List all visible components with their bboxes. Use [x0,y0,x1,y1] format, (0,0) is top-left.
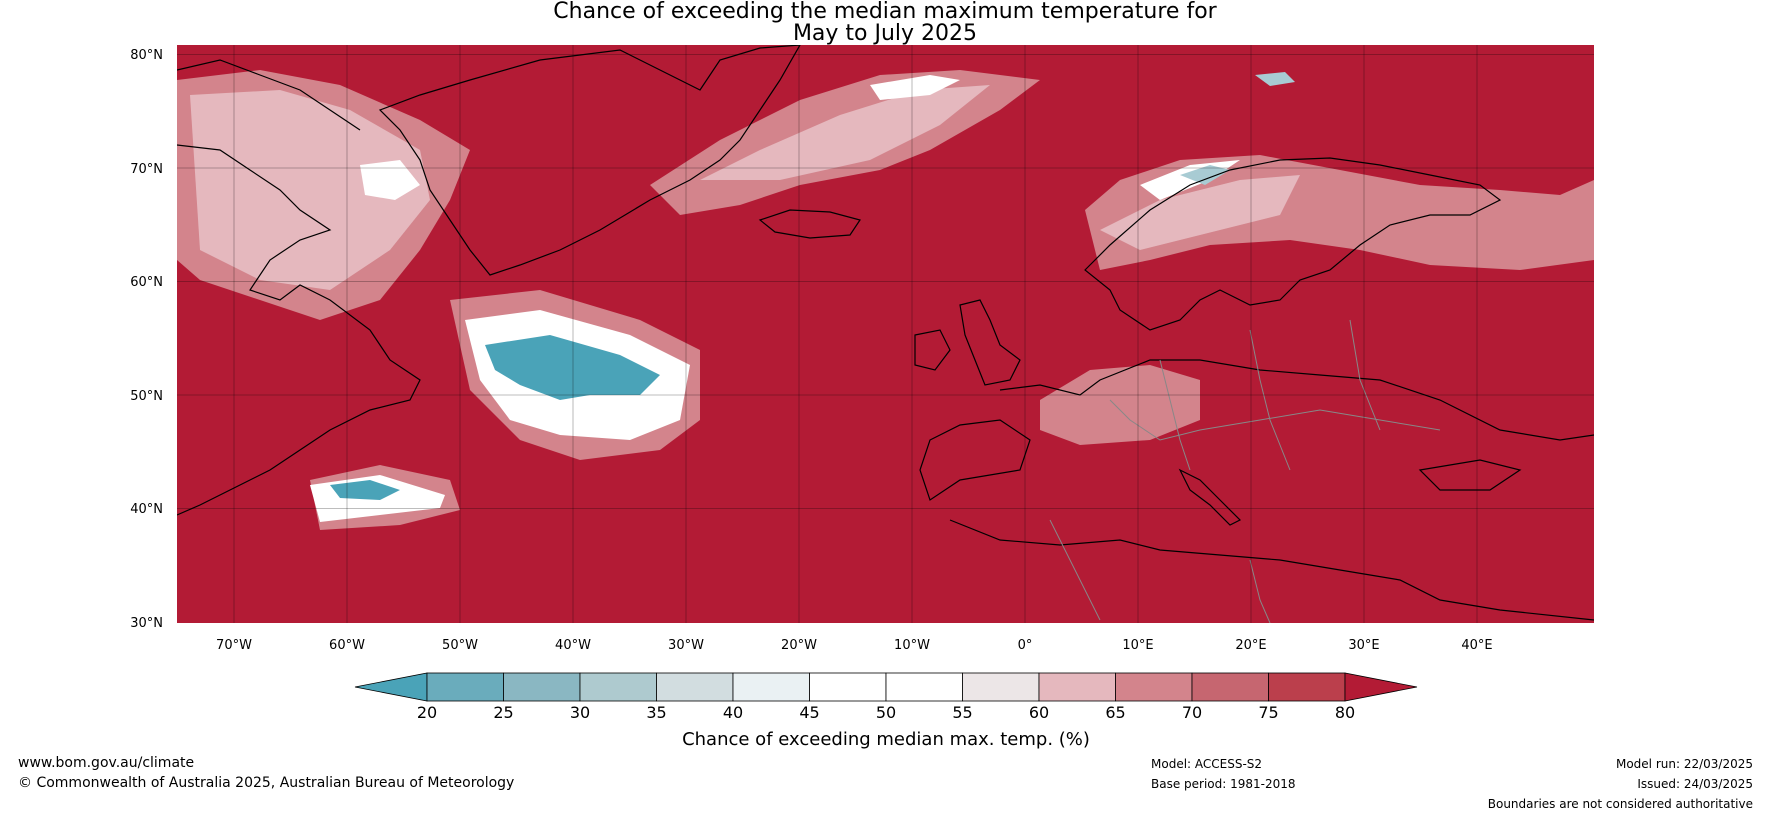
colorbar-tick-label: 20 [417,703,437,722]
colorbar-label: Chance of exceeding median max. temp. (%… [682,729,1090,750]
greenland-coast [378,45,801,276]
colorbar-segment [885,672,963,702]
white-region-baffin [360,160,420,200]
lon-label-10w: 10°W [894,638,930,653]
colorbar-segment [1115,672,1193,702]
lat-label-60n: 60°N [130,275,163,290]
colorbar-tick-labels: 20 25 30 35 40 45 50 55 60 65 70 75 80 [417,703,1355,722]
white-region-svalbard-sea [870,75,960,100]
lon-label-20e: 20°E [1235,638,1266,653]
footer-website: www.bom.gov.au/climate [18,755,195,771]
colorbar-segment [962,672,1040,702]
lat-label-80n: 80°N [130,48,163,63]
colorbar-extend-low [354,672,428,702]
colorbar-segment [656,672,734,702]
colorbar [354,672,1418,702]
lightpink-region-labrador [190,90,430,290]
italy-coast [1178,468,1242,526]
colorbar-segment [503,672,581,702]
chart-title-line2: May to July 2025 [792,21,978,46]
latitude-labels: 80°N 70°N 60°N 50°N 40°N 30°N [130,48,163,631]
colorbar-segment [1268,672,1346,702]
pink-region-france [1040,365,1200,445]
colorbar-extend-high [1344,672,1418,702]
lightpink-region-greenland-sea [700,85,990,180]
border-line-1 [1109,399,1441,441]
colorbar-tick-label: 70 [1182,703,1202,722]
footer-disclaimer: Boundaries are not considered authoritat… [1487,797,1753,811]
colorbar-tick-label: 50 [876,703,896,722]
colorbar-segment [579,672,657,702]
footer-issued: Issued: 24/03/2025 [1637,777,1753,791]
great-britain-coast [959,299,1021,386]
ireland-coast [914,329,951,371]
lon-label-30w: 30°W [668,638,704,653]
colorbar-tick-label: 30 [570,703,590,722]
colorbar-tick-label: 75 [1258,703,1278,722]
lon-label-0: 0° [1018,638,1033,653]
scandinavia-coast [1084,157,1502,331]
lightpink-region-norway [1100,175,1300,250]
lat-label-70n: 70°N [130,162,163,177]
teal-region-north-atlantic [485,335,660,400]
north-africa-coast [949,519,1594,621]
colorbar-tick-label: 35 [646,703,666,722]
border-line-5 [1049,519,1101,621]
teal-regions [330,72,1295,500]
teal-region-norway [1180,165,1230,185]
map-panel [177,45,1594,623]
border-line-6 [1249,559,1271,623]
footer-copyright: © Commonwealth of Australia 2025, Austra… [18,775,515,791]
colorbar-tick-label: 80 [1335,703,1355,722]
iberia-coast [919,419,1031,501]
colorbar-tick-label: 40 [723,703,743,722]
gridlines [177,45,1594,623]
colorbar-segment [809,672,887,702]
lon-label-70w: 70°W [216,638,252,653]
colorbar-tick-label: 25 [493,703,513,722]
lon-label-10e: 10°E [1122,638,1153,653]
footer-model-run: Model run: 22/03/2025 [1615,757,1753,771]
footer-model: Model: ACCESS-S2 [1151,757,1263,771]
iceland-coast [758,209,861,239]
black-sea-coast [1418,459,1522,491]
arctic-archipelago-coast [177,59,361,131]
lat-label-40n: 40°N [130,502,163,517]
border-line-3 [1249,329,1291,471]
lon-label-40e: 40°E [1461,638,1492,653]
colorbar-tick-label: 65 [1105,703,1125,722]
light-pink-regions [190,85,1300,290]
lon-label-40w: 40°W [555,638,591,653]
colorbar-tick-label: 60 [1029,703,1049,722]
lon-label-50w: 50°W [442,638,478,653]
colorbar-segment [1038,672,1116,702]
colorbar-segment [1191,672,1269,702]
country-borders [1049,319,1441,623]
lat-label-30n: 30°N [130,616,163,631]
border-line-4 [1349,319,1381,431]
colorbar-tick-label: 45 [799,703,819,722]
longitude-labels: 70°W 60°W 50°W 40°W 30°W 20°W 10°W 0° 10… [216,638,1493,653]
colorbar-tick-label: 55 [952,703,972,722]
europe-north-coast [999,359,1594,441]
border-line-2 [1159,359,1191,471]
pink-region-scandinavia [1085,155,1594,270]
footer-base-period: Base period: 1981-2018 [1151,777,1296,791]
colorbar-segment [426,672,504,702]
colorbar-segment [732,672,810,702]
teal-region-offshore [330,480,400,500]
lon-label-30e: 30°E [1348,638,1379,653]
north-america-coast [177,144,421,516]
chart-title-line1: Chance of exceeding the median maximum t… [553,0,1217,24]
lat-label-50n: 50°N [130,389,163,404]
coastlines [177,45,1594,621]
teal-region-arctic [1255,72,1295,86]
lon-label-60w: 60°W [329,638,365,653]
lon-label-20w: 20°W [781,638,817,653]
